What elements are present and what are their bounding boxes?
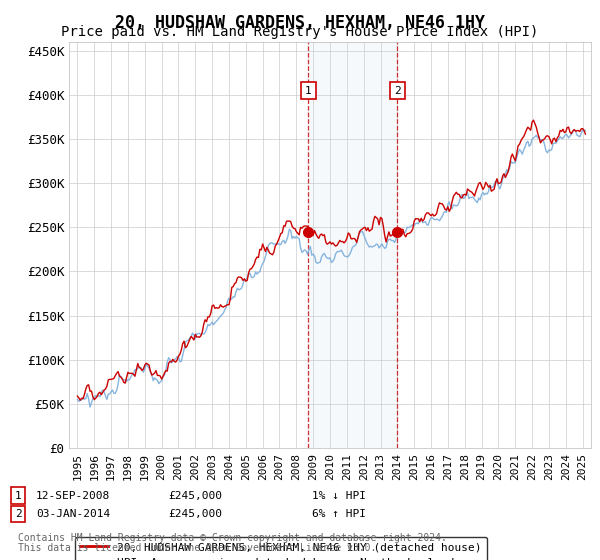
Text: 2: 2 — [394, 86, 401, 96]
Text: 1: 1 — [305, 86, 312, 96]
Text: 2: 2 — [14, 509, 22, 519]
Text: £245,000: £245,000 — [168, 491, 222, 501]
Legend: 20, HUDSHAW GARDENS, HEXHAM, NE46 1HY (detached house), HPI: Average price, deta: 20, HUDSHAW GARDENS, HEXHAM, NE46 1HY (d… — [74, 537, 487, 560]
Text: 6% ↑ HPI: 6% ↑ HPI — [312, 509, 366, 519]
Text: This data is licensed under the Open Government Licence v3.0.: This data is licensed under the Open Gov… — [18, 543, 376, 553]
Text: Contains HM Land Registry data © Crown copyright and database right 2024.: Contains HM Land Registry data © Crown c… — [18, 533, 447, 543]
Text: 1: 1 — [14, 491, 22, 501]
Text: 1% ↓ HPI: 1% ↓ HPI — [312, 491, 366, 501]
Text: 03-JAN-2014: 03-JAN-2014 — [36, 509, 110, 519]
Text: 12-SEP-2008: 12-SEP-2008 — [36, 491, 110, 501]
Text: 20, HUDSHAW GARDENS, HEXHAM, NE46 1HY: 20, HUDSHAW GARDENS, HEXHAM, NE46 1HY — [115, 14, 485, 32]
Text: Price paid vs. HM Land Registry's House Price Index (HPI): Price paid vs. HM Land Registry's House … — [61, 25, 539, 39]
Text: £245,000: £245,000 — [168, 509, 222, 519]
Bar — [308, 42, 397, 448]
